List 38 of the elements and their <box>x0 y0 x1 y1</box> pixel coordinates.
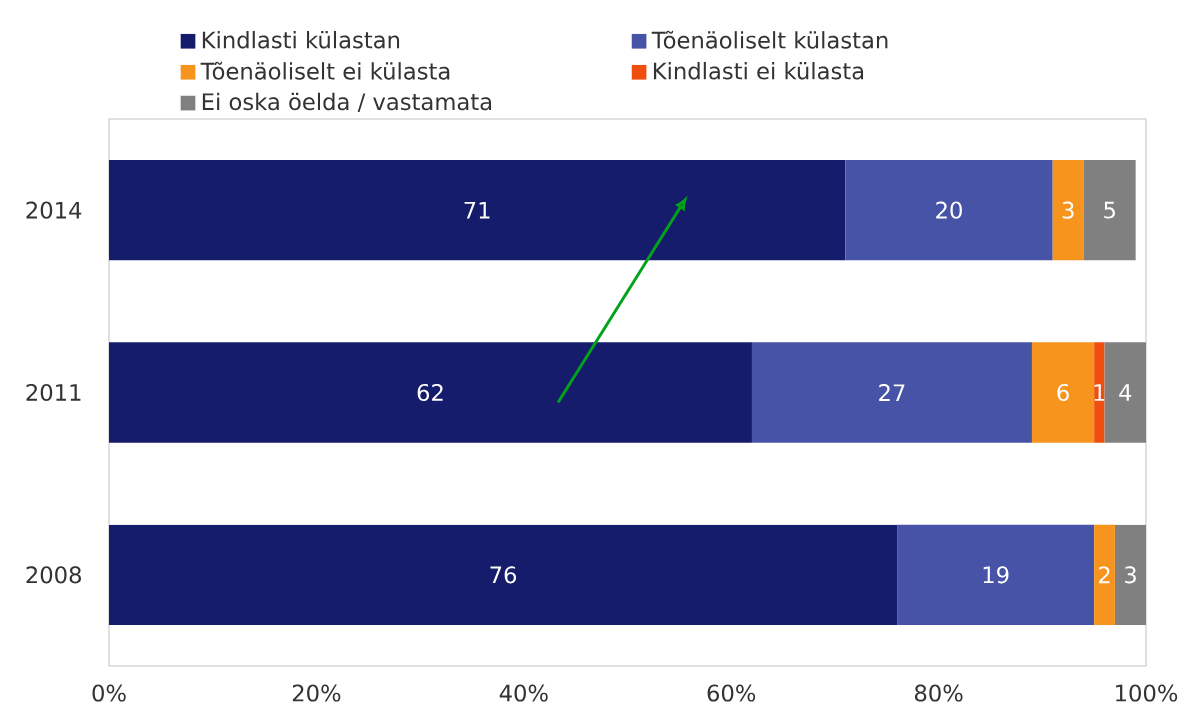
data-label: 6 <box>1057 383 1069 402</box>
data-label: 19 <box>983 566 1009 584</box>
bar <box>1094 342 1105 443</box>
data-label: 71 <box>464 201 490 219</box>
data-label: 1 <box>1094 384 1105 401</box>
legend-label: Tõenäoliselt ei külasta <box>200 61 450 80</box>
bar <box>1083 160 1136 261</box>
legend-label: Ei oska öelda / vastamata <box>202 92 492 113</box>
y-tick-label: 2014 <box>26 201 82 219</box>
data-label: 20 <box>936 201 962 219</box>
bar <box>751 342 1032 443</box>
data-label: 62 <box>417 383 443 402</box>
bar <box>1094 524 1115 625</box>
bar <box>109 342 752 443</box>
x-tick-label: 40% <box>499 684 548 702</box>
y-tick-label: 2008 <box>26 566 81 584</box>
data-label: 4 <box>1119 384 1132 401</box>
bar <box>1052 160 1084 261</box>
bar <box>109 524 898 625</box>
bar <box>109 160 846 261</box>
data-label: 2 <box>1098 566 1110 584</box>
x-tick-label: 80% <box>914 684 963 702</box>
legend-label: Tõenäoliselt külastan <box>651 30 888 49</box>
x-tick-label: 0% <box>92 684 126 702</box>
data-label: 3 <box>1062 201 1074 219</box>
legend-label: Kindlasti külastan <box>202 30 400 49</box>
legend-label: Kindlasti ei külasta <box>653 61 864 80</box>
data-label: 5 <box>1104 201 1115 219</box>
data-label: 3 <box>1124 566 1136 584</box>
bar <box>845 160 1053 261</box>
x-tick-label: 20% <box>292 684 341 702</box>
x-tick-label: 60% <box>707 684 756 702</box>
data-label: 76 <box>490 566 517 584</box>
data-label: 27 <box>879 384 905 401</box>
x-tick-label: 100% <box>1116 684 1178 702</box>
y-tick-label: 2011 <box>26 383 81 402</box>
bar <box>897 524 1095 625</box>
bar <box>1031 342 1095 443</box>
